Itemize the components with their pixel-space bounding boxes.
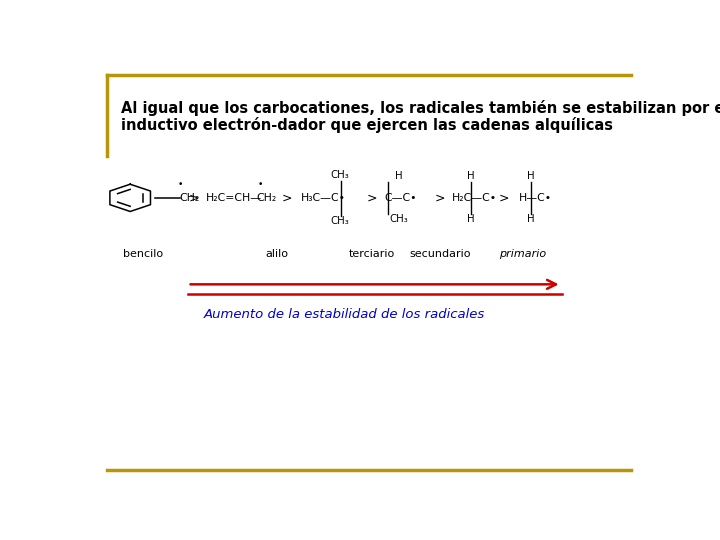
Text: H₂C=CH—: H₂C=CH— xyxy=(206,193,262,203)
Text: >: > xyxy=(367,191,377,204)
Text: •: • xyxy=(178,180,183,189)
Text: H: H xyxy=(527,171,535,181)
Text: Al igual que los carbocationes, los radicales también se estabilizan por el efec: Al igual que los carbocationes, los radi… xyxy=(121,100,720,117)
Text: H: H xyxy=(467,214,474,225)
Text: H: H xyxy=(527,214,535,225)
Text: alilo: alilo xyxy=(266,249,289,259)
Text: CH₃: CH₃ xyxy=(330,215,348,226)
Text: H: H xyxy=(395,171,403,181)
Text: H₃C—C•: H₃C—C• xyxy=(301,193,346,203)
Text: CH₃: CH₃ xyxy=(330,170,348,180)
Text: C—C•: C—C• xyxy=(384,193,417,203)
Text: CH₂: CH₂ xyxy=(257,193,277,203)
Text: H₂C—C•: H₂C—C• xyxy=(451,193,497,203)
Text: inductivo electrón-dador que ejercen las cadenas alquílicas: inductivo electrón-dador que ejercen las… xyxy=(121,117,613,133)
Text: >: > xyxy=(499,191,509,204)
Text: Aumento de la estabilidad de los radicales: Aumento de la estabilidad de los radical… xyxy=(203,308,485,321)
Text: CH₂: CH₂ xyxy=(180,193,200,203)
Text: secundario: secundario xyxy=(410,249,471,259)
Text: H: H xyxy=(467,171,474,181)
Text: CH₃: CH₃ xyxy=(390,214,408,225)
Text: >: > xyxy=(189,191,199,204)
Text: H—C•: H—C• xyxy=(518,193,552,203)
Text: >: > xyxy=(435,191,445,204)
Text: •: • xyxy=(258,180,264,189)
Text: primario: primario xyxy=(499,249,546,259)
Text: terciario: terciario xyxy=(348,249,395,259)
Text: >: > xyxy=(282,191,292,204)
Text: bencilo: bencilo xyxy=(123,249,163,259)
